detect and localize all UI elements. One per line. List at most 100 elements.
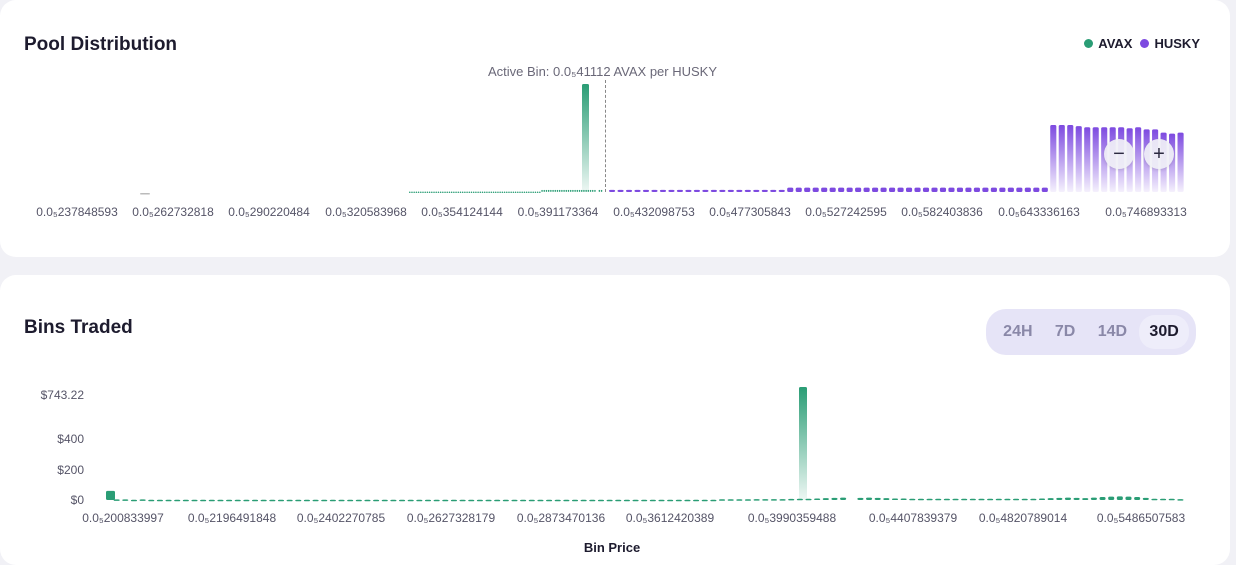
pool-x-tick-label: 0.0₅237848593 (36, 205, 118, 219)
husky-bar (1177, 132, 1184, 192)
volume-bar (113, 499, 120, 501)
avax-bar (422, 191, 424, 193)
time-range-selector: 24H 7D 14D 30D (986, 309, 1196, 355)
volume-bar (995, 498, 1002, 501)
volume-bar (148, 499, 155, 502)
volume-bar (243, 499, 250, 502)
husky-bar (999, 187, 1006, 192)
volume-bar (883, 498, 890, 500)
avax-bar (532, 191, 534, 193)
husky-bar (609, 189, 616, 192)
volume-bar (1142, 497, 1149, 500)
husky-bar (685, 189, 692, 192)
y-tick-label: $200 (57, 463, 84, 477)
volume-bar (935, 498, 942, 501)
pool-x-tick-label: 0.0₅527242595 (805, 205, 887, 219)
bins-x-tick-label: 0.0₅4407839379 (868, 511, 958, 525)
avax-bar (483, 191, 486, 193)
volume-bar (571, 499, 579, 502)
avax-bar (420, 191, 422, 193)
volume-bar (234, 499, 241, 502)
stray-bar (140, 193, 150, 195)
pool-x-tick-label: 0.0₅582403836 (901, 205, 983, 219)
volume-bar (891, 498, 899, 500)
range-tab-30d[interactable]: 30D (1139, 315, 1189, 349)
zoom-in-button[interactable]: + (1144, 139, 1174, 169)
husky-bar (973, 187, 980, 192)
avax-bar (514, 191, 517, 193)
husky-bar (965, 187, 972, 192)
avax-bar (481, 191, 484, 193)
volume-bar (917, 498, 924, 501)
volume-bar (502, 499, 509, 502)
avax-bar (415, 191, 418, 193)
volume-bar (779, 499, 786, 501)
legend-husky-label: HUSKY (1154, 36, 1200, 51)
volume-bar (528, 499, 535, 502)
zoom-out-button[interactable]: − (1104, 139, 1134, 169)
avax-bar (497, 191, 499, 193)
volume-bar (952, 498, 959, 501)
avax-bar (600, 189, 603, 192)
avax-bar (598, 189, 601, 192)
volume-bar (208, 499, 215, 502)
avax-bar (426, 191, 429, 193)
volume-bar (961, 498, 968, 501)
volume-bar (399, 499, 406, 502)
pool-x-tick-label: 0.0₅746893313 (1105, 205, 1187, 219)
avax-bar (574, 189, 576, 192)
volume-bar (1168, 498, 1175, 501)
volume-bar (632, 499, 639, 502)
volume-bar (373, 499, 380, 502)
range-tab-14d[interactable]: 14D (1097, 323, 1128, 340)
husky-bar (905, 187, 913, 192)
range-tab-7d[interactable]: 7D (1054, 323, 1076, 340)
avax-bar (565, 189, 568, 192)
volume-bar (200, 499, 207, 502)
husky-bar (990, 187, 997, 192)
volume-bar (805, 498, 812, 501)
volume-bar (407, 499, 414, 502)
avax-bar (567, 189, 570, 192)
husky-bar (761, 189, 768, 192)
avax-bar (554, 189, 557, 192)
volume-bar (303, 499, 310, 502)
volume-bar (537, 499, 544, 502)
volume-bar (1030, 498, 1037, 501)
husky-bar (889, 187, 896, 192)
husky-bar (651, 189, 658, 192)
volume-bar (799, 387, 807, 500)
avax-bar (501, 191, 504, 193)
husky-bar (956, 187, 964, 192)
volume-bar (364, 499, 371, 502)
volume-bar (1073, 497, 1080, 500)
volume-bar (649, 499, 656, 502)
volume-bar (1047, 498, 1054, 500)
husky-bar (897, 187, 904, 192)
avax-bar (433, 191, 435, 193)
husky-bar (872, 187, 879, 192)
avax-bar (488, 191, 490, 193)
volume-bar (762, 499, 769, 501)
bins-traded-title: Bins Traded (24, 317, 133, 338)
avax-bar (552, 189, 554, 192)
volume-bar (165, 499, 172, 502)
volume-bar (857, 497, 864, 500)
avax-bar (572, 189, 574, 192)
avax-bar (547, 189, 550, 192)
husky-bar (1067, 125, 1074, 192)
volume-bar (156, 499, 163, 502)
husky-bar (770, 189, 777, 192)
volume-bar (174, 499, 181, 502)
husky-bar (617, 189, 624, 192)
range-tab-24h[interactable]: 24H (1003, 323, 1033, 340)
volume-bar (1013, 498, 1020, 501)
avax-bar (411, 191, 413, 193)
husky-bar (948, 187, 955, 192)
volume-bar (1151, 498, 1158, 501)
avax-bar (499, 191, 501, 193)
husky-bar (736, 189, 743, 192)
volume-bar (822, 498, 829, 500)
avax-bar (506, 191, 508, 193)
volume-bar (520, 499, 527, 502)
